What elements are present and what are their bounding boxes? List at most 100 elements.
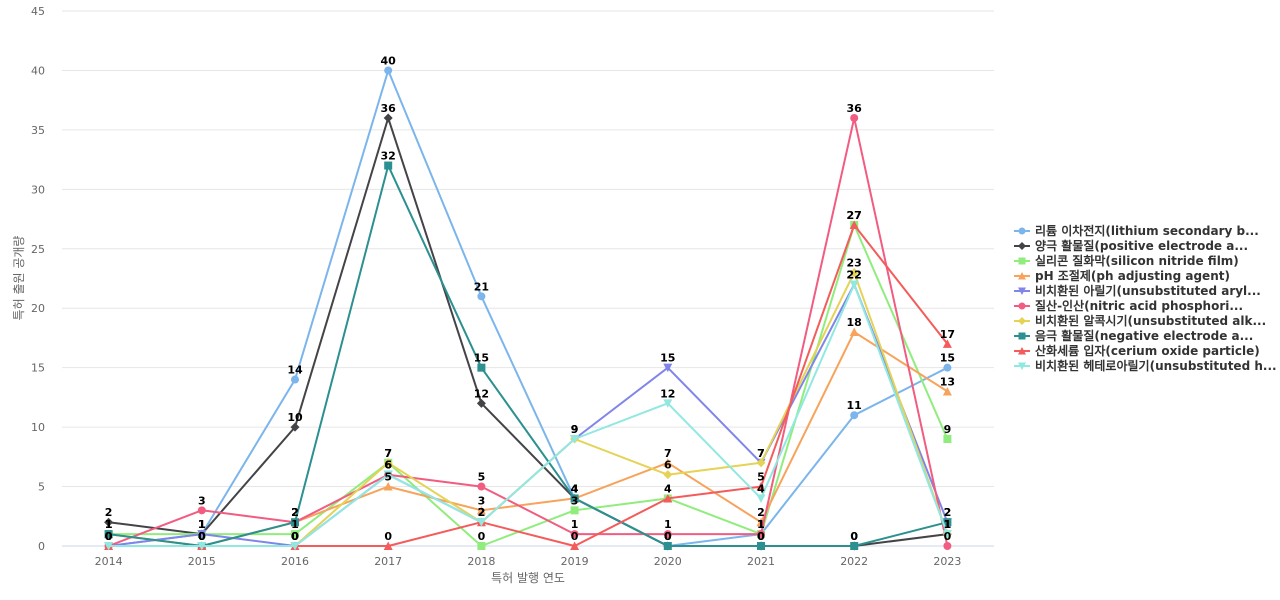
data-label: 22 <box>847 268 862 281</box>
legend-label: 산화세륨 입자(cerium oxide particle) <box>1035 343 1260 358</box>
series-9 <box>104 280 952 551</box>
grid-lines <box>62 10 994 488</box>
data-point <box>570 541 580 550</box>
x-axis-title: 특허 발행 연도 <box>491 570 565 585</box>
data-point <box>757 530 765 539</box>
data-label: 0 <box>664 530 672 543</box>
legend-item[interactable]: 리튬 이차전지(lithium secondary b... <box>1014 223 1259 238</box>
data-label: 4 <box>664 482 672 495</box>
data-label: 0 <box>757 530 765 543</box>
legend-item[interactable]: 비치환된 아릴기(unsubstituted aryl... <box>1014 283 1261 298</box>
data-point <box>197 542 207 551</box>
series-3 <box>104 327 952 550</box>
data-label: 9 <box>571 423 579 436</box>
data-point <box>943 542 952 550</box>
data-point <box>663 530 672 539</box>
legend-marker <box>1018 332 1026 340</box>
data-label: 1 <box>198 518 206 531</box>
data-point <box>942 386 952 396</box>
data-label: 7 <box>757 447 765 460</box>
y-tick-label: 45 <box>31 5 45 18</box>
data-point <box>383 458 393 468</box>
data-label: 0 <box>291 530 299 543</box>
data-label: 4 <box>571 482 579 495</box>
data-point <box>849 268 859 278</box>
data-label: 1 <box>105 518 113 531</box>
data-label: 2 <box>291 506 299 519</box>
legend-label: 실리콘 질화막(silicon nitride film) <box>1035 253 1239 268</box>
data-label: 0 <box>291 530 299 543</box>
data-label: 2 <box>478 506 486 519</box>
data-label: 4 <box>664 482 672 495</box>
legend-label: 비치환된 아릴기(unsubstituted aryl... <box>1035 283 1261 298</box>
x-tick-label: 2016 <box>281 555 309 568</box>
data-point <box>477 482 486 491</box>
data-label: 2 <box>105 506 113 519</box>
legend-marker <box>1018 257 1026 265</box>
data-label: 1 <box>944 518 952 531</box>
data-label: 12 <box>660 387 675 400</box>
data-label: 3 <box>478 494 486 507</box>
data-point <box>942 339 952 348</box>
legend-item[interactable]: 비치환된 알콕시기(unsubstituted alk... <box>1014 313 1266 328</box>
data-label: 9 <box>944 423 952 436</box>
legend-marker <box>1018 242 1026 250</box>
data-label: 0 <box>198 530 206 543</box>
data-label: 1 <box>757 518 765 531</box>
legend-marker <box>1018 272 1026 280</box>
data-point <box>570 506 579 515</box>
data-point <box>942 530 952 539</box>
data-point <box>291 530 299 539</box>
data-label: 18 <box>847 316 862 329</box>
x-tick-label: 2018 <box>467 555 495 568</box>
data-label: 6 <box>384 459 392 472</box>
data-point <box>291 375 299 384</box>
legend-item[interactable]: 실리콘 질화막(silicon nitride film) <box>1014 253 1239 268</box>
legend-label: 음극 활물질(negative electrode a... <box>1035 328 1253 343</box>
data-label: 4 <box>757 482 765 495</box>
legend-item[interactable]: 양극 활물질(positive electrode a... <box>1014 238 1248 253</box>
data-label: 2 <box>291 506 299 519</box>
legend-marker <box>1018 302 1026 310</box>
legend-label: 질산-인산(nitric acid phosphori... <box>1035 298 1243 313</box>
data-point <box>290 422 300 432</box>
legend-item[interactable]: 질산-인산(nitric acid phosphori... <box>1014 298 1243 313</box>
series-line <box>108 283 949 547</box>
legend-item[interactable]: 비치환된 헤테로아릴기(unsubstituted h... <box>1014 358 1277 373</box>
data-point <box>850 114 859 122</box>
legend-item[interactable]: 산화세륨 입자(cerium oxide particle) <box>1014 343 1260 358</box>
data-label: 1 <box>944 518 952 531</box>
data-point <box>943 435 952 443</box>
data-label: 0 <box>105 530 113 543</box>
data-label: 0 <box>384 530 392 543</box>
data-label: 0 <box>198 530 206 543</box>
x-tick-label: 2020 <box>654 555 682 568</box>
data-point <box>663 470 673 480</box>
series-7 <box>104 161 952 550</box>
data-point <box>570 435 580 444</box>
data-label: 15 <box>660 352 675 365</box>
data-point <box>663 458 673 467</box>
data-label: 13 <box>940 375 955 388</box>
data-point <box>757 542 765 550</box>
data-label: 2 <box>478 506 486 519</box>
data-label: 15 <box>940 352 955 365</box>
data-label: 6 <box>664 459 672 472</box>
data-label: 2 <box>478 506 486 519</box>
data-label: 1 <box>944 518 952 531</box>
x-tick-label: 2022 <box>840 555 868 568</box>
data-label: 1 <box>198 518 206 531</box>
data-label: 0 <box>105 530 113 543</box>
data-label: 6 <box>384 459 392 472</box>
data-point <box>756 482 766 491</box>
legend-item[interactable]: 음극 활물질(negative electrode a... <box>1014 328 1253 343</box>
data-point <box>104 542 114 551</box>
data-label: 22 <box>847 268 862 281</box>
data-label: 1 <box>198 518 206 531</box>
data-label: 2 <box>478 506 486 519</box>
data-point <box>290 542 300 551</box>
data-point <box>943 363 952 372</box>
legend-item[interactable]: pH 조절제(ph adjusting agent) <box>1014 269 1230 283</box>
